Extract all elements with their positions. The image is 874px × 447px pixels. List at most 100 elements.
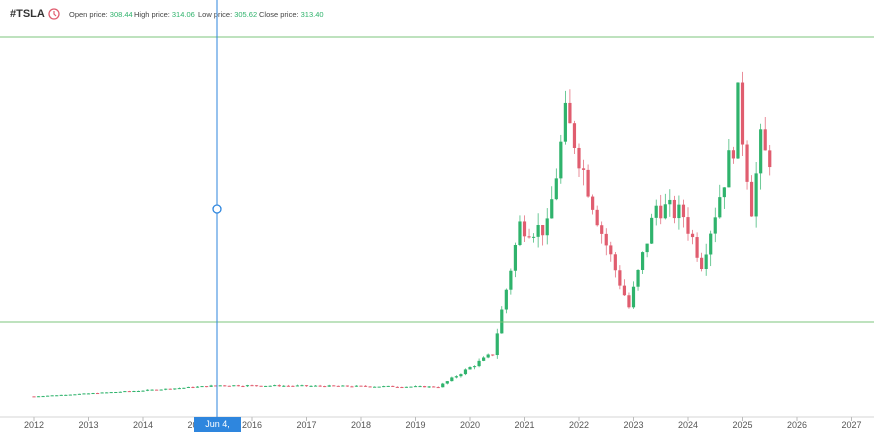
candle-up — [413, 386, 418, 388]
x-tick-label: 2014 — [133, 420, 153, 430]
candle-up — [86, 393, 91, 395]
candle-down — [572, 123, 577, 148]
candle-down — [609, 245, 613, 255]
candle-down — [577, 147, 581, 169]
candle-up — [354, 385, 359, 387]
candle-down — [191, 386, 195, 388]
x-axis-ticks: 2012201320142015201620172018201920202021… — [24, 417, 862, 430]
candle-up — [631, 286, 636, 308]
candle-up — [209, 385, 213, 387]
candle-up — [46, 395, 50, 397]
candle-up — [218, 385, 222, 387]
candle-up — [722, 187, 726, 198]
candle-down — [618, 270, 622, 286]
candle-down — [277, 385, 281, 387]
candle-down — [32, 396, 36, 398]
horizontal-lines — [0, 36, 874, 323]
candle-up — [459, 374, 463, 377]
candle-up — [68, 394, 72, 396]
candle-up — [341, 385, 345, 387]
candle-up — [713, 217, 717, 234]
candle-up — [145, 389, 150, 391]
clock-icon[interactable] — [47, 7, 61, 26]
candle-up — [404, 386, 409, 388]
candle-down — [318, 385, 322, 387]
candle-up — [445, 381, 449, 384]
candle-up — [36, 396, 41, 398]
x-tick-label: 2019 — [405, 420, 425, 430]
candle-down — [323, 386, 327, 388]
candle-up — [77, 393, 82, 395]
candle-up — [282, 385, 286, 387]
candle-up — [441, 383, 445, 388]
candle-down — [127, 391, 131, 393]
candle-down — [604, 233, 608, 246]
candle-up — [373, 386, 377, 388]
candle-up — [268, 385, 272, 387]
price-chart[interactable]: 2012201320142015201620172018201920202021… — [0, 0, 874, 433]
candle-down — [681, 204, 686, 218]
candle-up — [82, 393, 86, 395]
x-tick-label: 2020 — [460, 420, 480, 430]
open-price: Open price: 308.44 — [69, 10, 133, 19]
candle-up — [264, 385, 268, 387]
open-price-value: 308.44 — [109, 10, 133, 19]
candle-down — [422, 386, 427, 388]
candle-up — [159, 389, 163, 391]
candle-down — [740, 82, 745, 145]
candle-down — [627, 295, 631, 308]
candle-up — [754, 173, 758, 217]
candle-up — [50, 395, 54, 397]
candle-up — [427, 386, 431, 388]
candle-up — [500, 309, 504, 334]
candle-up — [41, 396, 45, 398]
crosshair-marker — [212, 204, 222, 214]
candle-down — [595, 209, 599, 226]
candle-down — [522, 221, 527, 237]
candle-down — [359, 385, 363, 387]
x-tick-label: 2013 — [78, 420, 98, 430]
x-tick-label: 2018 — [351, 420, 371, 430]
candle-up — [182, 387, 186, 389]
candle-up — [650, 217, 654, 244]
x-tick-label: 2016 — [242, 420, 262, 430]
candle-down — [368, 386, 372, 388]
candle-up — [504, 289, 508, 310]
candle-down — [241, 386, 245, 388]
candle-up — [418, 386, 422, 388]
close-price: Close price: 313.40 — [259, 10, 324, 19]
candle-down — [568, 102, 572, 124]
candle-up — [109, 392, 113, 394]
candle-up — [118, 391, 122, 393]
candle-up — [636, 269, 640, 287]
candle-down — [541, 225, 545, 236]
x-tick-label: 2026 — [787, 420, 807, 430]
candle-down — [304, 385, 309, 387]
candle-down — [491, 354, 495, 356]
candle-down — [690, 233, 695, 238]
candle-down — [581, 168, 586, 170]
candle-up — [477, 360, 481, 367]
candle-up — [509, 270, 513, 290]
candle-up — [173, 388, 177, 390]
candle-up — [759, 129, 763, 174]
candle-up — [100, 392, 104, 394]
candle-up — [132, 391, 136, 393]
candle-up — [150, 389, 154, 391]
candle-up — [295, 385, 300, 387]
candle-down — [659, 205, 663, 219]
candle-down — [336, 385, 340, 387]
candle-up — [668, 199, 672, 205]
candle-up — [409, 386, 413, 388]
candle-up — [727, 150, 731, 188]
candle-up — [536, 225, 540, 237]
x-tick-label: 2025 — [732, 420, 752, 430]
candle-up — [468, 367, 472, 370]
candle-up — [177, 388, 181, 390]
candle-up — [482, 357, 486, 361]
candle-up — [105, 392, 109, 394]
candle-up — [59, 394, 63, 396]
candle-up — [559, 141, 563, 179]
x-tick-label: 2027 — [841, 420, 861, 430]
candle-down — [686, 217, 690, 234]
